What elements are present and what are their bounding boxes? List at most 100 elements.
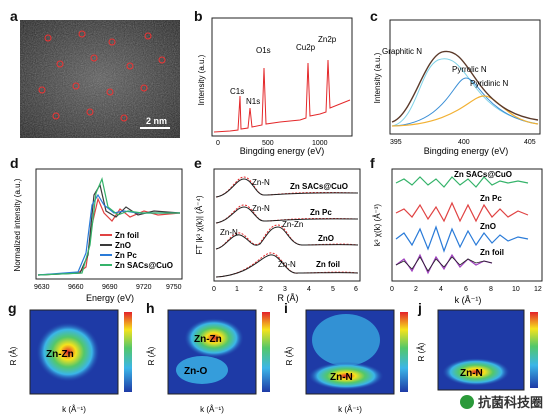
panel-d: d Normalized intensity (a.u.) Energy (eV… (8, 155, 188, 305)
ft-exafs-plot: FT |k³ χ(k)| (Å⁻⁴) R (Å) 0 1 2 3 4 5 6 Z… (195, 168, 361, 303)
xtick-c-0: 395 (390, 139, 402, 146)
wt-blob-j: Zn-N (460, 368, 483, 379)
legend-znsacs: Zn SACs@CuO (115, 261, 173, 270)
xtick-e-5: 5 (331, 286, 335, 293)
panel-b: b Intensity (a.u.) Bingding energy (eV) … (190, 8, 360, 158)
y-axis-label-j: R (Å) (417, 342, 426, 361)
xtick-d-3: 9720 (136, 284, 152, 291)
xtick-f-6: 12 (534, 286, 542, 293)
path-label2-e-2: Zn-Zn (282, 220, 303, 229)
trace-name-e-2: ZnO (318, 234, 334, 243)
watermark-logo-icon (459, 394, 474, 409)
y-axis-label-c: Intensity (a.u.) (373, 52, 382, 103)
panel-label-j: j (418, 300, 422, 316)
scale-bar-label: 2 nm (146, 116, 168, 126)
xtick-d-1: 9660 (68, 284, 84, 291)
wt-blob-h: Zn-Zn (194, 334, 222, 345)
component-pyridinic: Pyridinic N (470, 79, 508, 88)
xtick-f-1: 2 (414, 286, 418, 293)
trace-f-3: Zn foil (480, 248, 504, 257)
panel-label-h: h (146, 300, 155, 316)
path-label-e-0: Zn-N (252, 178, 270, 187)
panel-label-i: i (284, 300, 288, 316)
peak-c1s: C1s (230, 87, 244, 96)
stem-image (20, 20, 180, 138)
xtick-b-2: 1000 (312, 140, 328, 147)
xtick-e-3: 3 (283, 286, 287, 293)
panel-a: a 2 nm (10, 8, 180, 138)
wt-blob2-h: Zn-O (184, 366, 208, 377)
k-space-plot: k³ χ(k) (Å⁻³) k (Å⁻¹) 0 2 4 6 8 10 12 Zn… (373, 168, 543, 305)
legend-zn-foil: Zn foil (115, 231, 139, 240)
panel-label-a: a (10, 8, 18, 24)
trace-f-0: Zn SACs@CuO (454, 170, 512, 179)
xtick-d-4: 9750 (166, 284, 182, 291)
panel-i: i Zn-N R (Å) k (Å⁻¹) (284, 300, 420, 414)
xtick-d-0: 9630 (34, 284, 50, 291)
panel-f: f k³ χ(k) (Å⁻³) k (Å⁻¹) 0 2 4 6 8 10 12 … (368, 155, 548, 305)
panel-label-g: g (8, 300, 17, 316)
wt-blob-i: Zn-N (330, 372, 353, 383)
y-axis-label-i: R (Å) (285, 346, 294, 365)
panel-g: g Zn-Zn R (Å) k (Å⁻¹) (8, 300, 144, 414)
legend-znpc: Zn Pc (115, 251, 137, 260)
xtick-f-3: 6 (464, 286, 468, 293)
x-axis-label-d: Energy (eV) (86, 293, 134, 303)
y-axis-label-d: Normalized intensity (a.u.) (13, 178, 22, 271)
legend-zno: ZnO (115, 241, 131, 250)
x-axis-label-f: k (Å⁻¹) (455, 295, 482, 305)
peak-o1s: O1s (256, 46, 271, 55)
x-axis-label-h: k (Å⁻¹) (200, 405, 224, 414)
panel-e: e FT |k³ χ(k)| (Å⁻⁴) R (Å) 0 1 2 3 4 5 6… (190, 155, 365, 305)
panel-label-b: b (194, 8, 203, 24)
peak-zn2p: Zn2p (318, 35, 337, 44)
panel-label-d: d (10, 155, 19, 171)
x-axis-label-g: k (Å⁻¹) (62, 405, 86, 414)
y-axis-label-h: R (Å) (147, 346, 156, 365)
trace-name-e-3: Zn foil (316, 260, 340, 269)
wt-plot-j: Zn-N R (Å) (417, 309, 538, 391)
trace-f-2: ZnO (480, 222, 496, 231)
path-label-e-2: Zn-N (220, 228, 238, 237)
xtick-c-1: 400 (458, 139, 470, 146)
y-axis-label-f: k³ χ(k) (Å⁻³) (373, 204, 382, 247)
x-axis-label-i: k (Å⁻¹) (338, 405, 362, 414)
xtick-e-0: 0 (212, 286, 216, 293)
y-axis-label-e: FT |k³ χ(k)| (Å⁻⁴) (195, 195, 204, 254)
xtick-e-2: 2 (259, 286, 263, 293)
panel-j: j Zn-N R (Å) (414, 300, 550, 396)
peak-cu2p: Cu2p (296, 43, 316, 52)
wt-plot-g: Zn-Zn R (Å) k (Å⁻¹) (9, 309, 132, 414)
xps-n1s-plot: Intensity (a.u.) Bingding energy (eV) 39… (373, 19, 541, 156)
trace-name-e-0: Zn SACs@CuO (290, 182, 348, 191)
xtick-f-2: 4 (439, 286, 443, 293)
component-pyrrolic: Pyrrolic N (452, 65, 487, 74)
xtick-f-5: 10 (512, 286, 520, 293)
watermark-text: 抗菌科技圈 (477, 395, 543, 410)
xtick-c-2: 405 (524, 139, 536, 146)
trace-f-1: Zn Pc (480, 194, 502, 203)
xps-survey-plot: Intensity (a.u.) Bingding energy (eV) 0 … (197, 17, 353, 156)
panel-c: c Intensity (a.u.) Bingding energy (eV) … (366, 8, 546, 158)
wt-plot-i: Zn-N R (Å) k (Å⁻¹) (285, 309, 408, 414)
x-axis-label-b: Bingding energy (eV) (240, 146, 325, 156)
xtick-b-0: 0 (216, 140, 220, 147)
path-label-e-1: Zn-N (252, 204, 270, 213)
xtick-f-0: 0 (390, 286, 394, 293)
xtick-e-6: 6 (354, 286, 358, 293)
component-graphitic: Graphitic N (382, 47, 422, 56)
y-axis-label-b: Intensity (a.u.) (197, 54, 206, 105)
legend-d: Zn foil ZnO Zn Pc Zn SACs@CuO (100, 231, 173, 270)
wt-blob-g: Zn-Zn (46, 349, 74, 360)
x-axis-label-c: Bingding energy (eV) (424, 146, 509, 156)
trace-name-e-1: Zn Pc (310, 208, 332, 217)
peak-n1s: N1s (246, 97, 260, 106)
panel-h: h Zn-Zn Zn-O R (Å) k (Å⁻¹) (146, 300, 282, 414)
xtick-b-1: 500 (262, 140, 274, 147)
xtick-d-2: 9690 (102, 284, 118, 291)
panel-label-f: f (370, 155, 375, 171)
watermark: 抗菌科技圈 (459, 392, 543, 411)
xtick-f-4: 8 (489, 286, 493, 293)
y-axis-label-g: R (Å) (9, 346, 18, 365)
panel-label-e: e (194, 155, 202, 171)
